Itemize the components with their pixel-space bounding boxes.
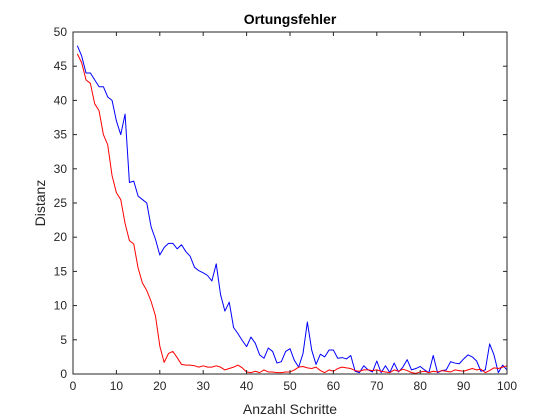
x-tick-label: 30 <box>197 379 211 393</box>
x-tick-label: 10 <box>110 379 124 393</box>
x-tick-label: 40 <box>240 379 254 393</box>
chart-title: Ortungsfehler <box>244 11 337 27</box>
x-tick-label: 20 <box>153 379 167 393</box>
y-axis-title: Distanz <box>32 180 48 227</box>
y-tick-label: 20 <box>54 230 68 244</box>
x-tick-label: 80 <box>414 379 428 393</box>
x-tick-label: 60 <box>327 379 341 393</box>
y-tick-label: 30 <box>54 162 68 176</box>
y-tick-label: 15 <box>54 264 68 278</box>
x-tick-label: 0 <box>70 379 77 393</box>
y-tick-label: 5 <box>60 333 67 347</box>
y-tick-label: 50 <box>54 25 68 39</box>
y-tick-label: 45 <box>54 59 68 73</box>
y-tick-label: 35 <box>54 128 68 142</box>
x-tick-label: 90 <box>457 379 471 393</box>
plot-area <box>73 32 507 374</box>
x-tick-label: 100 <box>497 379 517 393</box>
y-tick-label: 25 <box>54 196 68 210</box>
y-tick-label: 40 <box>54 93 68 107</box>
x-axis-title: Anzahl Schritte <box>243 401 337 417</box>
x-tick-label: 70 <box>370 379 384 393</box>
y-tick-label: 10 <box>54 299 68 313</box>
x-tick-label: 50 <box>283 379 297 393</box>
y-tick-label: 0 <box>60 367 67 381</box>
